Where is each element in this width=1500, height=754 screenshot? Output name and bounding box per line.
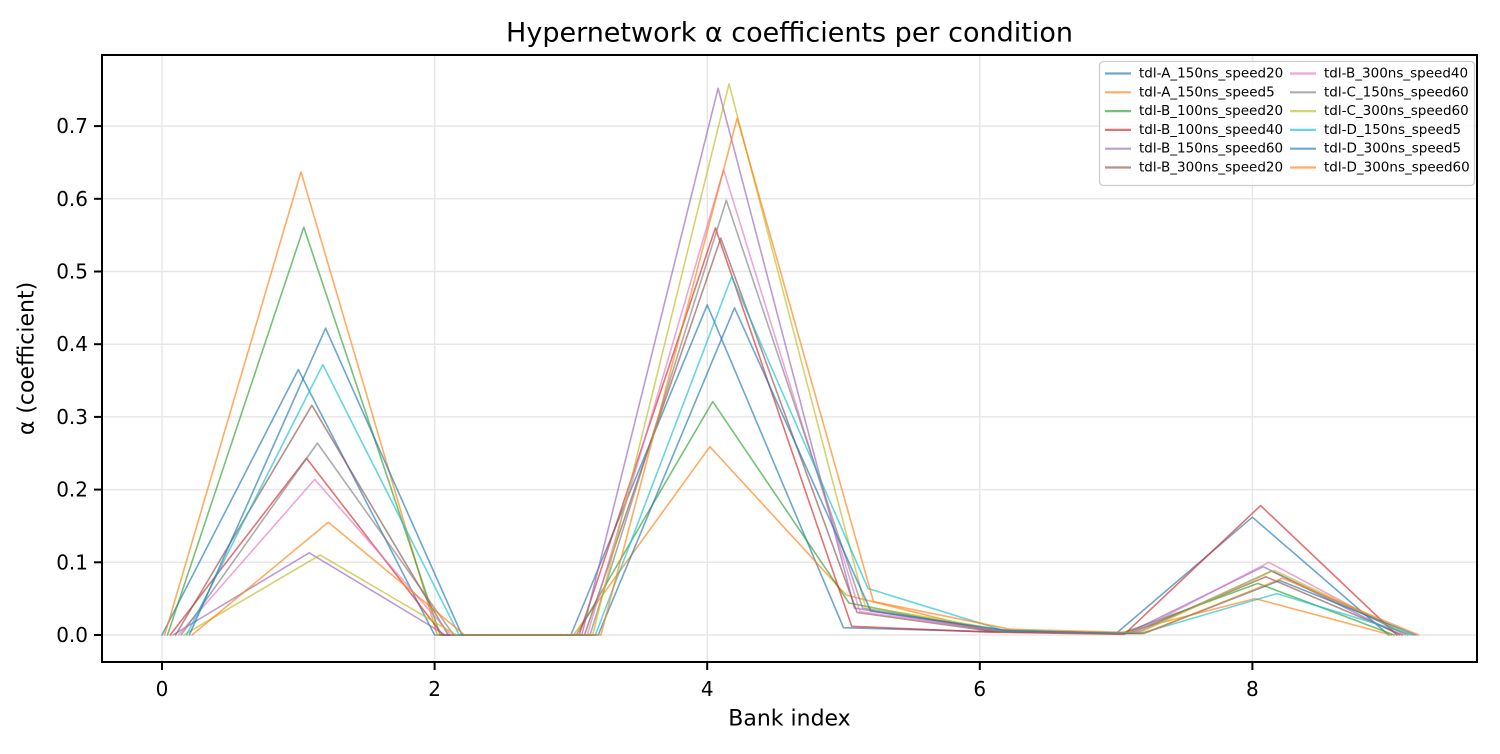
legend-frame — [1098, 60, 1476, 187]
legend-label: tdl-D_150ns_speed5 — [1324, 122, 1461, 138]
legend-entry: tdl-D_300ns_speed5 — [1290, 141, 1461, 157]
y-tick-label: 0.0 — [56, 623, 88, 647]
legend-label: tdl-B_300ns_speed40 — [1324, 66, 1468, 82]
legend-label: tdl-C_300ns_speed60 — [1324, 103, 1469, 119]
y-tick-label: 0.6 — [56, 187, 88, 211]
legend-entry: tdl-D_300ns_speed60 — [1290, 160, 1470, 176]
y-tick-label: 0.2 — [56, 478, 88, 502]
x-tick-label: 4 — [701, 677, 714, 701]
y-axis-label: α (coefficient) — [15, 282, 40, 435]
legend-entry: tdl-B_300ns_speed40 — [1290, 66, 1468, 82]
chart-title: Hypernetwork α coefficients per conditio… — [506, 18, 1073, 49]
series-line — [169, 227, 1398, 636]
legend-label: tdl-A_150ns_speed20 — [1139, 66, 1283, 82]
legend-label: tdl-B_100ns_speed40 — [1139, 122, 1283, 138]
legend-label: tdl-D_300ns_speed5 — [1324, 141, 1461, 157]
legend-entry: tdl-D_150ns_speed5 — [1290, 122, 1461, 138]
legend-entry: tdl-C_300ns_speed60 — [1290, 103, 1469, 119]
legend-label: tdl-D_300ns_speed60 — [1324, 160, 1470, 176]
legend-entry: tdl-B_100ns_speed20 — [1105, 103, 1283, 119]
series-lines — [161, 83, 1420, 636]
x-tick-label: 2 — [428, 677, 441, 701]
legend-entry: tdl-A_150ns_speed5 — [1105, 84, 1275, 100]
y-tick-label: 0.1 — [56, 550, 88, 574]
series-line — [177, 168, 1406, 636]
legend-label: tdl-B_100ns_speed20 — [1139, 103, 1283, 119]
legend-label: tdl-C_150ns_speed60 — [1324, 84, 1469, 100]
x-tick-label: 0 — [156, 677, 169, 701]
y-tick-label: 0.7 — [56, 114, 88, 138]
legend-entry: tdl-B_300ns_speed20 — [1105, 160, 1283, 176]
tick-labels: 0 2 4 6 8 0.0 0.1 0.2 0.3 0.4 0.5 0.6 0.7 — [56, 114, 1259, 701]
series-line — [161, 304, 1390, 636]
legend-label: tdl-B_150ns_speed60 — [1139, 141, 1283, 157]
x-tick-label: 8 — [1246, 677, 1259, 701]
y-tick-label: 0.4 — [56, 332, 88, 356]
legend-entry: tdl-A_150ns_speed20 — [1105, 66, 1283, 82]
y-tick-label: 0.5 — [56, 260, 88, 284]
legend-label: tdl-A_150ns_speed5 — [1139, 84, 1275, 100]
legend-entry: tdl-C_150ns_speed60 — [1290, 84, 1469, 100]
legend-label: tdl-B_300ns_speed20 — [1139, 160, 1283, 176]
legend-box: tdl-A_150ns_speed20tdl-A_150ns_speed5tdl… — [1098, 60, 1476, 187]
legend-entry: tdl-B_100ns_speed40 — [1105, 122, 1283, 138]
series-line — [191, 117, 1420, 636]
x-tick-label: 6 — [973, 677, 986, 701]
series-line — [185, 275, 1414, 636]
legend-entry: tdl-B_150ns_speed60 — [1105, 141, 1283, 157]
x-axis-label: Bank index — [728, 707, 850, 732]
y-tick-label: 0.3 — [56, 405, 88, 429]
series-line — [183, 83, 1412, 636]
axes — [101, 54, 1478, 663]
plot-area — [101, 54, 1478, 663]
series-line — [180, 199, 1409, 636]
